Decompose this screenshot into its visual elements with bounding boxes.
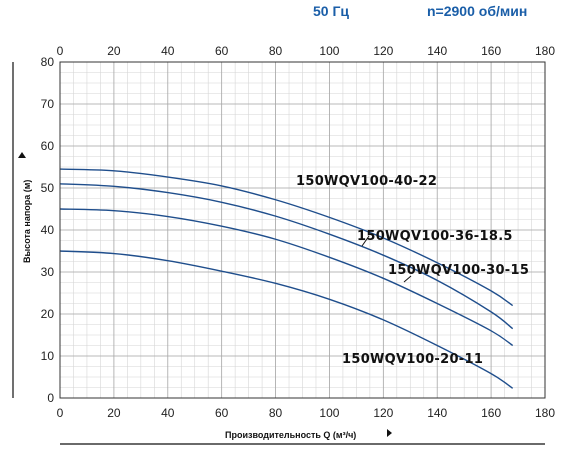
x-tick-label-bottom: 20	[107, 406, 121, 420]
curve-label-leader	[403, 275, 412, 283]
plot-border	[59, 61, 546, 399]
x-tick-label-bottom: 80	[269, 406, 283, 420]
x-tick-label-bottom: 40	[161, 406, 175, 420]
label-leaders	[361, 235, 412, 283]
y-tick-label: 50	[41, 181, 55, 195]
x-tick-label-bottom: 160	[481, 406, 501, 420]
x-tick-label-bottom: 100	[319, 406, 339, 420]
y-tick-label: 40	[41, 223, 55, 237]
x-tick-label-top: 0	[57, 44, 64, 58]
x-tick-label-bottom: 180	[535, 406, 555, 420]
x-tick-label-bottom: 140	[427, 406, 447, 420]
curve-label: 150WQV100-20-11	[342, 352, 483, 367]
x-tick-label-top: 100	[319, 44, 339, 58]
x-tick-label-bottom: 120	[373, 406, 393, 420]
plot-frame	[59, 61, 546, 399]
curve-label: 150WQV100-36-18.5	[357, 229, 513, 244]
x-tick-label-top: 20	[107, 44, 121, 58]
y-tick-label: 30	[41, 265, 55, 279]
x-tick-label-top: 160	[481, 44, 501, 58]
x-tick-label-top: 40	[161, 44, 175, 58]
curve-label: 150WQV100-40-22	[296, 174, 437, 189]
curve-labels: 150WQV100-40-22 150WQV100-36-18.5 150WQV10…	[296, 174, 529, 367]
curve-150WQV100-36-18.5	[59, 183, 514, 330]
curve-150WQV100-40-22	[59, 168, 514, 307]
y-tick-label: 0	[47, 391, 54, 405]
y-tick-label: 20	[41, 307, 55, 321]
x-tick-label-top: 120	[373, 44, 393, 58]
y-axis-label: Высота напора (м)	[22, 180, 32, 263]
speed-label: n=2900 об/мин	[427, 3, 528, 19]
x-tick-label-top: 60	[215, 44, 229, 58]
y-tick-label: 10	[41, 349, 55, 363]
x-tick-label-bottom: 0	[57, 406, 64, 420]
y-tick-label: 60	[41, 139, 55, 153]
axis-titles: Производительность Q (м³/ч) Высота напор…	[12, 62, 545, 445]
x-tick-label-bottom: 60	[215, 406, 229, 420]
x-axis-arrow-icon	[387, 429, 392, 437]
x-tick-label-top: 140	[427, 44, 447, 58]
curves	[59, 168, 514, 389]
curve-label: 150WQV100-30-15	[388, 263, 529, 278]
curve-150WQV100-30-15	[59, 208, 514, 347]
curve-label-leader	[361, 235, 370, 247]
tick-labels: 0020204040606080801001001201201401401601…	[41, 44, 556, 420]
y-tick-label: 70	[41, 97, 55, 111]
curve-150WQV100-20-11	[59, 250, 514, 389]
x-tick-label-top: 180	[535, 44, 555, 58]
x-tick-label-top: 80	[269, 44, 283, 58]
x-axis-label: Производительность Q (м³/ч)	[225, 430, 356, 440]
frequency-label: 50 Гц	[313, 3, 350, 19]
y-tick-label: 80	[41, 55, 55, 69]
y-axis-arrow-icon	[18, 152, 26, 158]
